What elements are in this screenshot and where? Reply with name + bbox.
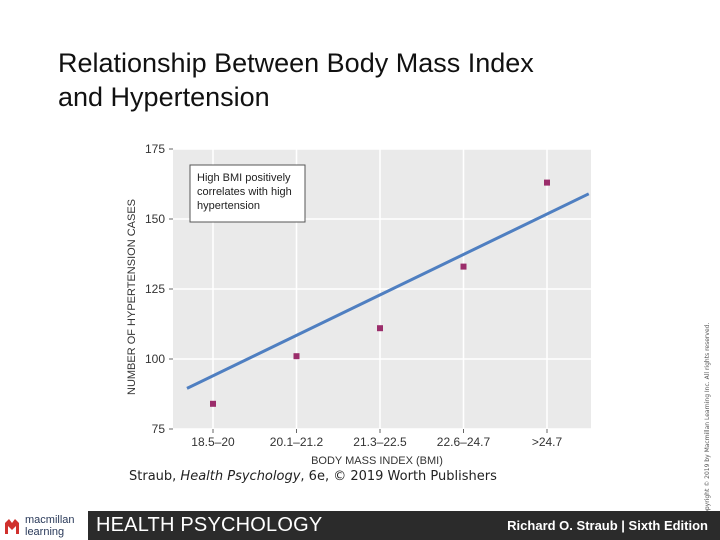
- data-point: [293, 353, 300, 360]
- data-point: [377, 325, 383, 332]
- x-axis-label: BODY MASS INDEX (BMI): [311, 455, 443, 467]
- publisher-logo: macmillan learning: [0, 511, 88, 540]
- x-tick-label: 20.1–21.2: [270, 435, 324, 449]
- y-tick-label: 150: [145, 212, 165, 226]
- data-point: [210, 400, 216, 407]
- course-title: HEALTH PSYCHOLOGY: [96, 514, 323, 536]
- scatter-chart: 75 100 125 150 175 18.5–20 20.1–21.2 21.3–22.5 2…: [126, 142, 591, 467]
- credit-book-title: Health Psychology: [180, 469, 301, 484]
- credit-prefix: Straub,: [129, 469, 181, 484]
- y-tick-label: 75: [152, 422, 166, 436]
- y-tick-label: 175: [145, 142, 165, 156]
- x-tick-label: 21.3–22.5: [353, 435, 407, 449]
- figure-credit: Straub, Health Psychology, 6e, © 2019 Wo…: [129, 469, 497, 484]
- figure-panel: 75 100 125 150 175 18.5–20 20.1–21.2 21.3–22.5 2…: [102, 141, 591, 486]
- x-tick-label: 22.6–24.7: [437, 435, 491, 449]
- annotation-line: High BMI positively: [197, 172, 291, 184]
- slide-title: Relationship Between Body Mass Index and…: [58, 46, 658, 114]
- slide-title-line1: Relationship Between Body Mass Index: [58, 48, 534, 78]
- data-point: [544, 179, 550, 186]
- x-tick-label: >24.7: [532, 435, 563, 449]
- logo-text-learning: learning: [25, 526, 65, 538]
- annotation-line: hypertension: [197, 200, 260, 212]
- y-axis-label: NUMBER OF HYPERTENSION CASES: [126, 199, 138, 395]
- macmillan-logo-icon: [5, 519, 19, 534]
- x-tick-label: 18.5–20: [191, 435, 235, 449]
- data-point: [460, 263, 467, 270]
- slide-title-line2: and Hypertension: [58, 82, 270, 112]
- annotation-box: [189, 164, 306, 223]
- annotation-line: correlates with high: [197, 186, 292, 198]
- credit-suffix: , 6e, © 2019 Worth Publishers: [300, 469, 497, 484]
- y-tick-label: 125: [145, 282, 165, 296]
- y-tick-label: 100: [145, 352, 165, 366]
- trend-line: [186, 192, 590, 390]
- logo-text-macmillan: macmillan: [25, 514, 75, 526]
- author-edition: Richard O. Straub | Sixth Edition: [507, 518, 708, 533]
- footer-bar: macmillan learning HEALTH PSYCHOLOGY Ric…: [0, 511, 720, 540]
